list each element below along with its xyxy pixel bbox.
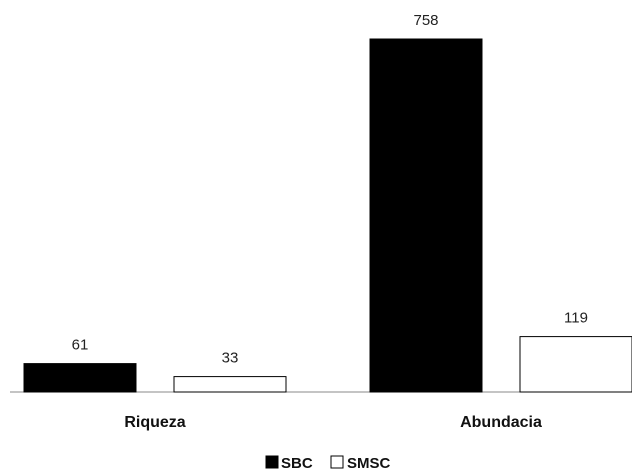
labels-group: 61 33 758 119 <box>72 12 588 367</box>
bar-riqueza-smsc <box>173 376 287 393</box>
legend-label-smsc: SMSC <box>347 455 391 472</box>
bar-riqueza-sbc <box>23 363 137 393</box>
category-label-riqueza: Riqueza <box>124 414 185 431</box>
bar-abundacia-smsc <box>519 336 632 393</box>
value-label-riqueza-smsc: 33 <box>222 350 239 367</box>
legend-label-sbc: SBC <box>281 455 313 472</box>
value-label-abundacia-sbc: 758 <box>413 12 438 29</box>
legend: SBC SMSC <box>265 455 391 472</box>
bars-group <box>23 38 632 393</box>
legend-swatch-smsc <box>330 455 344 469</box>
legend-swatch-sbc <box>265 455 279 469</box>
category-label-abundacia: Abundacia <box>460 414 542 431</box>
value-label-riqueza-sbc: 61 <box>72 337 89 354</box>
value-label-abundacia-smsc: 119 <box>564 310 588 327</box>
bar-abundacia-sbc <box>369 38 483 393</box>
